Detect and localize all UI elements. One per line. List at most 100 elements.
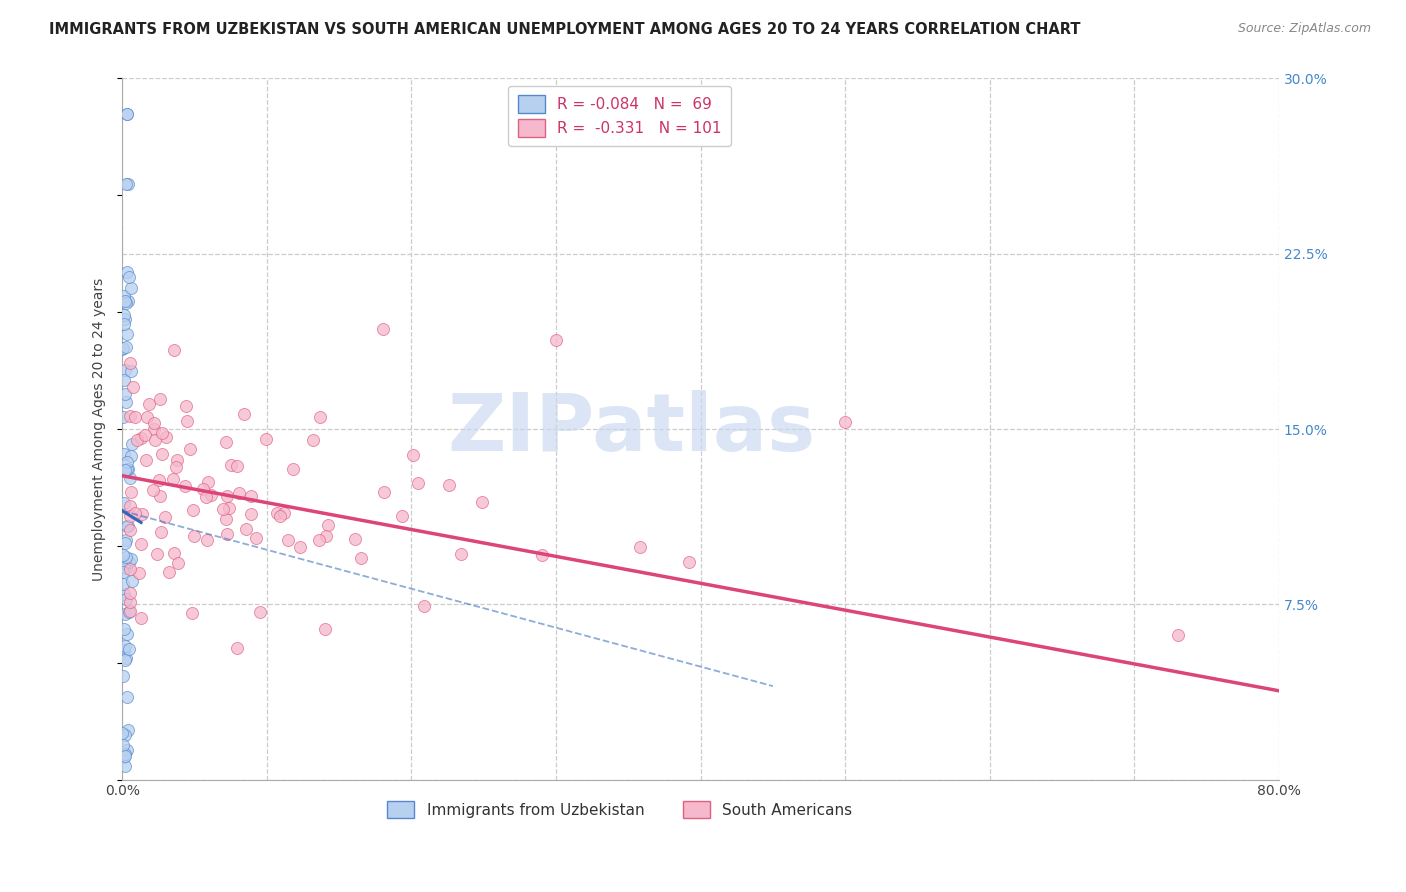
- Point: [153, 509, 176, 524]
- Y-axis label: Unemployment Among Ages 20 to 24 years: Unemployment Among Ages 20 to 24 years: [93, 277, 107, 581]
- Point: [240, 507, 263, 521]
- Legend: Immigrants from Uzbekistan, South Americans: Immigrants from Uzbekistan, South Americ…: [381, 795, 859, 824]
- Point: [165, 460, 187, 475]
- Point: [163, 343, 186, 358]
- Point: [114, 340, 136, 354]
- Point: [112, 750, 135, 764]
- Point: [112, 669, 135, 683]
- Point: [149, 489, 172, 503]
- Point: [240, 489, 263, 503]
- Point: [134, 428, 156, 442]
- Point: [146, 547, 169, 561]
- Point: [245, 531, 267, 545]
- Point: [143, 422, 166, 436]
- Point: [149, 524, 172, 539]
- Point: [143, 416, 166, 430]
- Point: [226, 459, 249, 474]
- Point: [277, 533, 299, 548]
- Point: [118, 508, 141, 523]
- Point: [120, 552, 142, 566]
- Point: [143, 433, 166, 447]
- Point: [114, 653, 136, 667]
- Point: [273, 506, 295, 520]
- Point: [197, 475, 219, 490]
- Point: [163, 546, 186, 560]
- Point: [343, 532, 366, 546]
- Point: [155, 430, 177, 444]
- Point: [118, 604, 141, 618]
- Point: [120, 281, 142, 295]
- Point: [124, 409, 146, 424]
- Point: [308, 533, 330, 548]
- Point: [117, 519, 139, 533]
- Point: [834, 415, 856, 429]
- Point: [117, 106, 139, 120]
- Point: [114, 747, 136, 761]
- Point: [138, 397, 160, 411]
- Point: [115, 556, 138, 570]
- Point: [120, 485, 142, 500]
- Point: [406, 475, 429, 490]
- Point: [150, 447, 173, 461]
- Point: [115, 462, 138, 476]
- Point: [120, 449, 142, 463]
- Point: [118, 555, 141, 569]
- Point: [118, 270, 141, 285]
- Point: [118, 409, 141, 423]
- Point: [350, 550, 373, 565]
- Point: [114, 759, 136, 773]
- Text: Source: ZipAtlas.com: Source: ZipAtlas.com: [1237, 22, 1371, 36]
- Point: [166, 453, 188, 467]
- Point: [413, 599, 436, 614]
- Point: [115, 626, 138, 640]
- Point: [112, 642, 135, 657]
- Point: [281, 461, 304, 475]
- Point: [148, 473, 170, 487]
- Point: [117, 462, 139, 476]
- Point: [120, 363, 142, 377]
- Point: [124, 506, 146, 520]
- Point: [122, 380, 145, 394]
- Point: [228, 486, 250, 500]
- Point: [136, 409, 159, 424]
- Point: [118, 356, 141, 370]
- Point: [162, 472, 184, 486]
- Point: [217, 489, 239, 503]
- Point: [290, 541, 312, 555]
- Point: [114, 363, 136, 377]
- Point: [118, 641, 141, 656]
- Point: [115, 327, 138, 342]
- Point: [315, 529, 337, 543]
- Point: [115, 533, 138, 547]
- Point: [112, 587, 135, 601]
- Point: [118, 499, 141, 513]
- Point: [114, 177, 136, 191]
- Point: [115, 455, 138, 469]
- Point: [112, 317, 135, 331]
- Point: [112, 622, 135, 636]
- Point: [249, 605, 271, 619]
- Point: [117, 177, 139, 191]
- Point: [215, 434, 238, 449]
- Point: [114, 607, 136, 621]
- Point: [115, 651, 138, 665]
- Point: [114, 749, 136, 764]
- Point: [254, 432, 277, 446]
- Point: [316, 518, 339, 533]
- Point: [117, 723, 139, 737]
- Point: [114, 728, 136, 742]
- Point: [121, 436, 143, 450]
- Point: [112, 308, 135, 322]
- Point: [111, 738, 134, 752]
- Point: [112, 289, 135, 303]
- Point: [437, 478, 460, 492]
- Point: [167, 556, 190, 570]
- Point: [114, 387, 136, 401]
- Point: [401, 448, 423, 462]
- Point: [114, 311, 136, 326]
- Point: [112, 373, 135, 387]
- Point: [180, 606, 202, 620]
- Point: [191, 483, 214, 497]
- Point: [157, 566, 180, 580]
- Point: [211, 502, 233, 516]
